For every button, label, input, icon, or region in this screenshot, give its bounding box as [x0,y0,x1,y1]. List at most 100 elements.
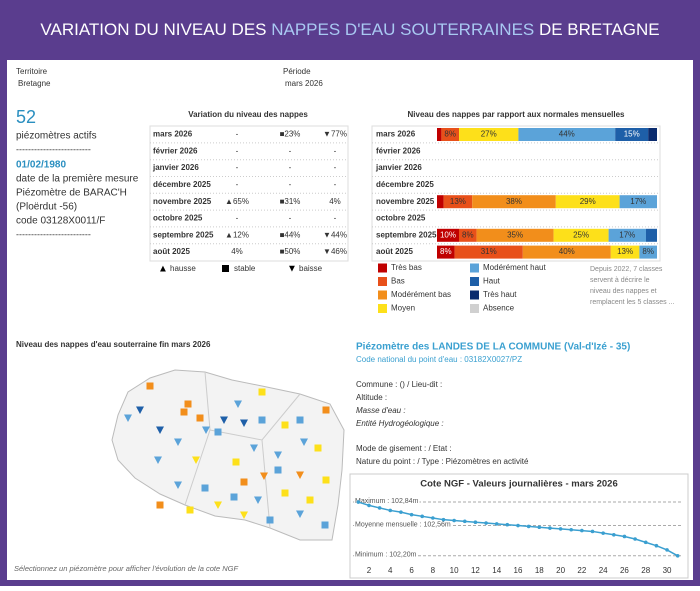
table-cell: - [236,130,239,139]
legend-label[interactable]: Modérément haut [483,263,546,272]
note: niveau des nappes et [590,288,657,295]
legend-swatch [470,263,479,273]
note: servent à décrire le [590,277,650,284]
map-marker[interactable] [124,414,132,423]
map-marker[interactable] [154,456,162,465]
map-marker[interactable] [192,456,200,465]
point [388,508,393,513]
map-marker[interactable] [180,408,188,416]
point [654,543,659,548]
x-tick-label: 2 [367,566,372,575]
map-marker[interactable] [306,496,314,504]
station-title: Piézomètre des LANDES DE LA COMMUNE (Val… [356,342,630,353]
legend-label[interactable]: Modérément bas [391,290,451,299]
map-marker[interactable] [214,428,222,436]
map-marker[interactable] [281,489,289,497]
map-marker[interactable] [220,416,228,425]
map-marker[interactable] [186,506,194,514]
kpi-line: date de la première mesure [16,174,139,185]
point [494,522,499,526]
map-marker[interactable] [250,444,258,453]
filter-value[interactable]: mars 2026 [285,79,323,88]
reference-label: Maximum : 102,84m [355,498,419,505]
table-cell: - [236,163,239,172]
map-marker[interactable] [156,501,164,509]
value-label: 8% [642,247,654,256]
map-marker[interactable] [296,510,304,519]
point [399,510,403,514]
bar-segment [646,228,657,242]
map-marker[interactable] [258,416,266,424]
map-marker[interactable] [258,388,266,396]
map-title: Niveau des nappes d'eau souterraine fin … [16,340,211,349]
map-marker[interactable] [322,476,330,484]
map-marker[interactable] [314,444,322,452]
note: remplacent les 5 classes ... [590,299,674,306]
table-cell: ■50% [280,247,301,256]
legend-label[interactable]: Très haut [483,290,517,299]
value-label: 31% [481,247,497,256]
table-cell: - [334,163,337,172]
x-tick-label: 22 [577,566,586,575]
station-line: Commune : () / Lieu-dit : [356,380,442,389]
map-marker[interactable] [234,400,242,409]
point [420,514,424,519]
point [441,517,446,522]
row-label: septembre 2025 [153,230,214,239]
map-marker[interactable] [136,406,144,415]
map-marker[interactable] [146,382,154,390]
table-cell: ■23% [280,130,301,139]
map-marker[interactable] [300,438,308,447]
value-label: 35% [507,230,523,239]
map-marker[interactable] [321,521,329,529]
map-marker[interactable] [240,478,248,486]
filter-value[interactable]: Bretagne [18,79,51,88]
map-marker[interactable] [232,458,240,466]
table-cell: - [236,146,239,155]
legend-label[interactable]: Bas [391,277,405,286]
kpi-date: 01/02/1980 [16,160,66,171]
map-marker[interactable] [281,421,289,429]
map-marker[interactable] [202,426,210,435]
bar-segment [610,245,640,259]
map-marker[interactable] [196,414,204,422]
map-marker[interactable] [274,466,282,474]
map-marker[interactable] [296,471,304,480]
legend-label[interactable]: Haut [483,277,501,286]
bar-segment [437,228,459,242]
map-marker[interactable] [214,501,222,510]
point [431,516,435,520]
category-label: mars 2026 [376,130,416,139]
kpi-value: 52 [16,107,36,127]
map-marker[interactable] [274,451,282,460]
map-marker[interactable] [254,496,262,505]
bar-segment [553,228,609,242]
x-tick-label: 4 [388,566,393,575]
map-marker[interactable] [260,472,268,481]
point [569,527,574,532]
category-label: février 2026 [376,146,421,155]
map-marker[interactable] [266,516,274,524]
table-title: Variation du niveau des nappes [188,110,308,119]
map-marker[interactable] [156,426,164,435]
table-cell: 4% [231,247,243,256]
map-marker[interactable] [184,400,192,408]
map-marker[interactable] [296,416,304,424]
legend-label[interactable]: Absence [483,304,515,313]
map-marker[interactable] [230,493,238,501]
value-label: 15% [624,130,640,139]
legend-label[interactable]: Très bas [391,263,422,272]
map-marker[interactable] [201,484,209,492]
map-marker[interactable] [240,419,248,428]
table-cell: ▼46% [323,247,347,256]
bar-segment [639,245,657,259]
map-marker[interactable] [174,481,182,490]
legend-swatch [470,277,479,286]
map-marker[interactable] [174,438,182,447]
map-marker[interactable] [322,406,330,414]
bar-segment [608,228,646,242]
legend-label[interactable]: Moyen [391,304,415,313]
point [526,524,531,529]
map-marker[interactable] [240,511,248,520]
point [548,526,552,530]
